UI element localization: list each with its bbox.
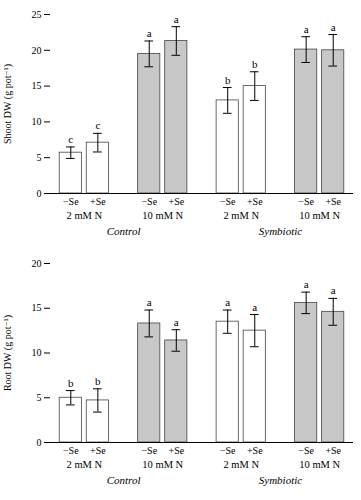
svg-text:25: 25: [32, 9, 42, 20]
svg-text:b: b: [252, 58, 258, 70]
svg-text:+Se: +Se: [90, 196, 106, 207]
svg-text:a: a: [147, 296, 152, 308]
svg-text:Symbiotic: Symbiotic: [259, 474, 302, 486]
svg-text:a: a: [147, 27, 152, 39]
svg-text:−Se: −Se: [141, 445, 157, 456]
svg-text:+Se: +Se: [168, 445, 184, 456]
svg-text:−Se: −Se: [220, 445, 236, 456]
svg-text:+Se: +Se: [247, 196, 263, 207]
svg-text:+Se: +Se: [325, 196, 341, 207]
svg-text:−Se: −Se: [63, 445, 79, 456]
svg-text:−Se: −Se: [63, 196, 79, 207]
svg-text:+Se: +Se: [90, 445, 106, 456]
svg-text:+Se: +Se: [325, 445, 341, 456]
svg-text:b: b: [95, 375, 101, 387]
svg-text:a: a: [304, 23, 309, 35]
svg-text:15: 15: [32, 80, 42, 91]
svg-text:+Se: +Se: [168, 196, 184, 207]
svg-text:5: 5: [37, 392, 42, 403]
svg-text:b: b: [68, 377, 74, 389]
svg-text:−Se: −Se: [141, 196, 157, 207]
svg-text:Control: Control: [107, 225, 141, 237]
svg-text:Shoot DW (g pot⁻¹): Shoot DW (g pot⁻¹): [2, 64, 14, 144]
svg-text:Root DW (g pot⁻¹): Root DW (g pot⁻¹): [2, 315, 14, 391]
svg-text:10: 10: [32, 116, 42, 127]
svg-text:c: c: [68, 133, 73, 145]
svg-text:0: 0: [37, 188, 42, 199]
svg-text:−Se: −Se: [298, 445, 314, 456]
svg-text:a: a: [252, 301, 257, 313]
svg-text:+Se: +Se: [247, 445, 263, 456]
svg-text:Symbiotic: Symbiotic: [259, 225, 302, 237]
svg-text:−Se: −Se: [220, 196, 236, 207]
svg-text:2 mM N: 2 mM N: [67, 459, 103, 470]
svg-text:10 mM N: 10 mM N: [299, 210, 340, 221]
svg-text:a: a: [304, 278, 309, 290]
svg-text:Control: Control: [107, 474, 141, 486]
svg-text:2 mM N: 2 mM N: [223, 459, 259, 470]
svg-text:−Se: −Se: [298, 196, 314, 207]
svg-text:a: a: [225, 296, 230, 308]
svg-text:20: 20: [32, 45, 42, 56]
svg-text:c: c: [95, 119, 100, 131]
svg-text:0: 0: [37, 437, 42, 448]
svg-text:5: 5: [37, 152, 42, 163]
svg-text:2 mM N: 2 mM N: [223, 210, 259, 221]
svg-text:10 mM N: 10 mM N: [142, 459, 183, 470]
svg-text:15: 15: [32, 302, 42, 313]
svg-text:a: a: [331, 21, 336, 33]
svg-text:a: a: [174, 13, 179, 25]
svg-text:b: b: [225, 74, 231, 86]
svg-text:a: a: [331, 284, 336, 296]
svg-text:10 mM N: 10 mM N: [142, 210, 183, 221]
svg-text:a: a: [174, 316, 179, 328]
svg-text:10 mM N: 10 mM N: [299, 459, 340, 470]
svg-text:2 mM N: 2 mM N: [67, 210, 103, 221]
svg-text:20: 20: [32, 258, 42, 269]
svg-text:10: 10: [32, 347, 42, 358]
